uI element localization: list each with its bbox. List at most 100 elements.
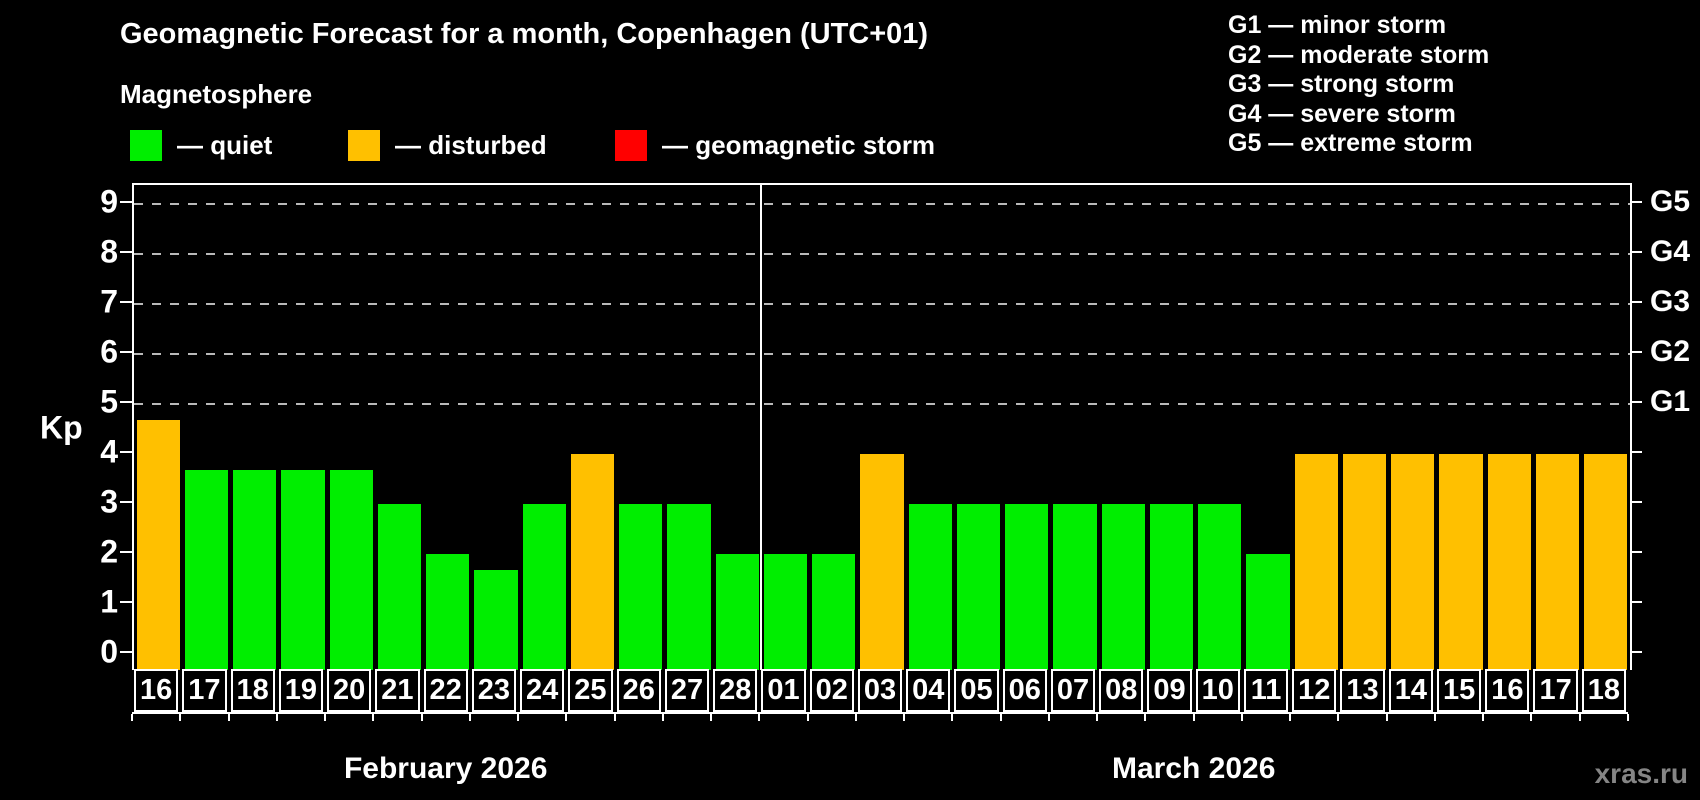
g-legend-line-4: G4 — severe storm — [1228, 99, 1456, 128]
date-strip-tick — [1192, 714, 1195, 721]
kp-bar-march-12 — [1294, 453, 1338, 670]
date-cell-17: 17 — [182, 669, 227, 712]
kp-bar-february-25 — [570, 453, 615, 670]
date-strip-tick — [1337, 714, 1340, 721]
date-cell-28: 28 — [713, 669, 758, 712]
y-tick-left-4 — [120, 450, 132, 453]
kp-bar-march-05 — [956, 503, 1001, 670]
gridline-kp6 — [134, 352, 1630, 355]
date-strip-tick — [1433, 714, 1436, 721]
date-strip-tick — [1482, 714, 1485, 721]
month-label-february: February 2026 — [343, 752, 548, 785]
date-cell-09: 09 — [1147, 669, 1192, 712]
y-tick-right-4 — [1630, 450, 1642, 453]
y-tick-label-6: 6 — [100, 333, 118, 370]
date-strip-tick — [517, 714, 520, 721]
legend-label-disturbed: — disturbed — [395, 130, 547, 160]
kp-bar-february-27 — [667, 503, 711, 670]
y-tick-left-6 — [120, 350, 132, 353]
month-label-march: March 2026 — [1111, 752, 1276, 785]
date-cell-08: 08 — [1099, 669, 1144, 712]
kp-bar-march-17 — [1535, 453, 1580, 670]
gridline-kp9 — [134, 202, 1630, 205]
y-tick-right-5 — [1630, 400, 1642, 403]
y-axis-label: Kp — [40, 409, 83, 446]
date-cell-01: 01 — [761, 669, 806, 712]
kp-bar-february-21 — [377, 503, 422, 670]
kp-bar-march-03 — [860, 453, 904, 670]
date-cell-05: 05 — [954, 669, 999, 712]
date-cell-06: 06 — [1002, 669, 1047, 712]
kp-bar-march-09 — [1149, 503, 1194, 670]
date-cell-18: 18 — [230, 669, 275, 712]
g-scale-legend: G1 — minor storm G2 — moderate storm G3 … — [1228, 11, 1489, 159]
g-axis-label-g3: G3 — [1650, 284, 1691, 318]
date-strip-tick — [710, 714, 713, 721]
storm-swatch-icon — [615, 130, 647, 161]
g-axis-label-g1: G1 — [1650, 384, 1691, 418]
y-tick-right-2 — [1630, 550, 1642, 553]
date-cell-04: 04 — [906, 669, 951, 712]
kp-bar-march-14 — [1391, 453, 1435, 670]
date-strip-tick — [565, 714, 568, 721]
y-tick-right-3 — [1630, 500, 1642, 503]
y-tick-right-1 — [1630, 600, 1642, 603]
kp-bar-march-06 — [1005, 503, 1049, 670]
date-cell-11: 11 — [1243, 669, 1289, 712]
kp-bar-february-18 — [233, 470, 277, 670]
date-cell-23: 23 — [471, 669, 517, 712]
kp-bar-february-22 — [426, 553, 470, 670]
date-strip-tick — [275, 714, 278, 721]
date-cell-14: 14 — [1388, 669, 1433, 712]
magnetosphere-label: Magnetosphere — [120, 79, 313, 109]
date-strip-tick — [1578, 714, 1581, 721]
y-tick-right-0 — [1630, 650, 1642, 653]
date-cell-02: 02 — [809, 669, 854, 712]
kp-bar-march-18 — [1584, 453, 1628, 670]
date-strip-tick — [1096, 714, 1099, 721]
date-cell-19: 19 — [278, 669, 324, 712]
date-strip-tick — [758, 714, 761, 721]
g-legend-line-2: G2 — moderate storm — [1228, 40, 1490, 69]
g-legend-line-3: G3 — strong storm — [1228, 70, 1455, 99]
g-legend-line-1: G1 — minor storm — [1228, 11, 1447, 39]
y-tick-right-7 — [1630, 300, 1642, 303]
date-strip-tick — [1385, 714, 1388, 721]
date-strip-tick — [420, 714, 423, 721]
gridline-kp7 — [134, 302, 1630, 305]
y-tick-label-3: 3 — [100, 483, 118, 520]
date-strip-tick — [1289, 714, 1292, 721]
y-tick-left-7 — [120, 300, 132, 303]
date-strip-tick — [1047, 714, 1050, 721]
legend-label-storm: — geomagnetic storm — [662, 130, 936, 160]
date-cell-18: 18 — [1581, 669, 1626, 712]
y-tick-label-9: 9 — [100, 183, 118, 220]
date-strip-tick — [324, 714, 327, 721]
kp-bar-march-02 — [812, 553, 856, 670]
month-separator-line — [760, 185, 763, 670]
kp-bar-march-08 — [1101, 503, 1145, 670]
date-cell-16: 16 — [1485, 669, 1530, 712]
date-cell-13: 13 — [1340, 669, 1385, 712]
date-strip-tick — [903, 714, 906, 721]
kp-bar-march-04 — [908, 503, 952, 670]
kp-bar-february-16 — [136, 420, 180, 670]
legend-item-quiet: — quiet — [130, 130, 272, 161]
kp-bar-march-10 — [1198, 503, 1242, 670]
kp-bar-february-20 — [329, 470, 373, 670]
y-tick-label-2: 2 — [100, 533, 118, 570]
date-cell-26: 26 — [616, 669, 661, 712]
gridline-kp5 — [134, 402, 1630, 405]
y-tick-right-6 — [1630, 350, 1642, 353]
y-tick-left-5 — [120, 400, 132, 403]
legend-item-storm: — geomagnetic storm — [615, 130, 935, 161]
kp-bar-march-13 — [1342, 453, 1387, 670]
date-strip-tick — [661, 714, 664, 721]
date-cell-16: 16 — [134, 669, 179, 712]
date-strip-tick — [1240, 714, 1243, 721]
y-tick-label-4: 4 — [100, 433, 118, 470]
y-tick-left-3 — [120, 500, 132, 503]
date-cell-22: 22 — [423, 669, 468, 712]
date-cell-17: 17 — [1533, 669, 1578, 712]
